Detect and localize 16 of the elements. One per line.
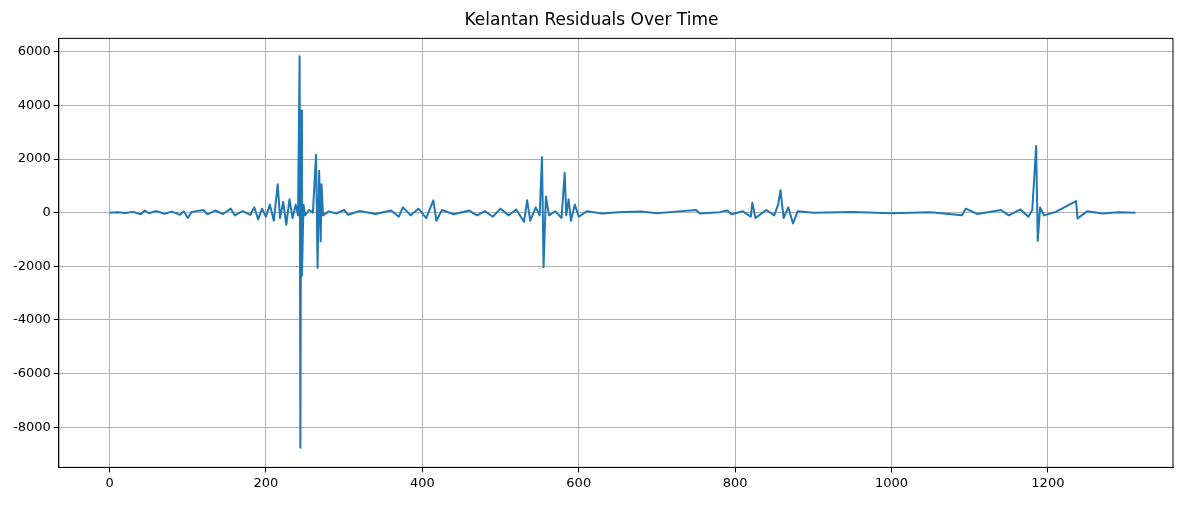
x-tick-label: 1000 — [874, 474, 909, 490]
y-tick-label: -6000 — [12, 364, 51, 380]
x-tick-label: 400 — [409, 474, 435, 490]
y-tick-label: -2000 — [12, 257, 51, 273]
y-tick-label: 2000 — [17, 150, 51, 166]
y-tick-label: -8000 — [12, 418, 51, 434]
x-tick-label: 800 — [722, 474, 748, 490]
y-tick-label: 6000 — [17, 43, 51, 59]
y-tick-label: 0 — [42, 204, 51, 220]
y-tick-label: -4000 — [12, 311, 51, 327]
x-tick-label: 0 — [105, 474, 114, 490]
x-tick-label: 200 — [253, 474, 279, 490]
y-tick-label: 4000 — [17, 96, 51, 112]
x-tick-label: 1200 — [1031, 474, 1065, 490]
chart-title: Kelantan Residuals Over Time — [464, 8, 719, 29]
x-tick-label: 600 — [566, 474, 592, 490]
